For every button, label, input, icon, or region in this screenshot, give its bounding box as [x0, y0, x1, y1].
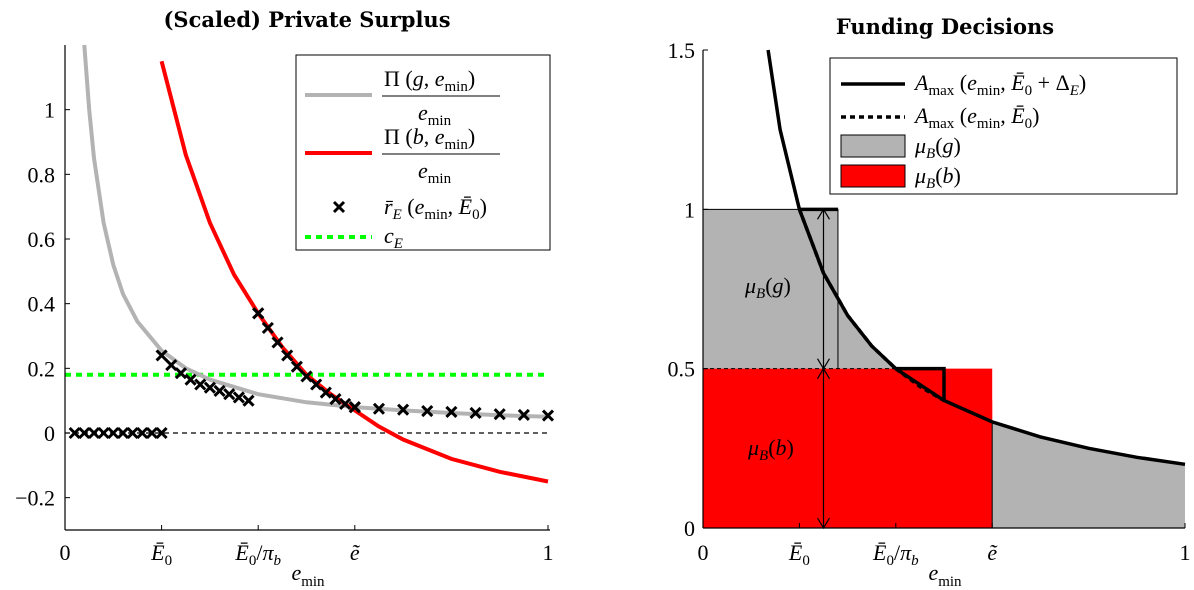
- x-tick-label: 1: [1180, 540, 1191, 565]
- left-chart-title: (Scaled) Private Surplus: [163, 7, 450, 32]
- annotation-mu-b: μB(b): [747, 435, 794, 464]
- r-e-marker: [252, 307, 265, 320]
- r-e-marker: [184, 373, 197, 386]
- r-e-marker: [310, 378, 323, 391]
- x-tick-label: 1: [543, 540, 554, 565]
- y-tick-label: 0.6: [28, 227, 56, 252]
- y-tick-label: 1.5: [668, 38, 696, 63]
- r-e-marker: [223, 388, 236, 401]
- r-e-marker: [155, 426, 168, 440]
- annotation-mu-g: μB(g): [744, 273, 791, 302]
- legend-swatch-red-area: [840, 164, 906, 188]
- x-tick-label: Ē0: [150, 540, 172, 569]
- r-e-marker: [194, 378, 207, 391]
- x-tick-label: 0: [60, 540, 71, 565]
- right-x-axis-label: emin: [928, 560, 962, 590]
- r-e-marker: [445, 405, 458, 419]
- legend-label-mu-b: μB(b): [914, 163, 961, 192]
- left-ticks: −0.2 0 0.2 0.4 0.6 0.8 1 0 Ē0 Ē0/πb ẽ 1: [15, 98, 553, 569]
- r-e-marker: [348, 401, 361, 414]
- series-pi-b-line: [159, 60, 549, 484]
- x-tick-label: ẽ: [350, 540, 361, 565]
- r-e-marker: [397, 403, 410, 416]
- mu-g-area: [992, 421, 1185, 528]
- y-tick-label: 1: [44, 98, 55, 123]
- r-e-marker: [300, 370, 313, 383]
- y-tick-label: 0.4: [28, 292, 56, 317]
- r-e-marker: [78, 426, 91, 440]
- r-e-marker: [155, 349, 168, 362]
- r-e-marker: [493, 408, 506, 421]
- annotation-label-mu-g: μB(g): [744, 273, 791, 302]
- y-tick-label: 0: [44, 421, 55, 446]
- right-chart-title: Funding Decisions: [836, 14, 1054, 39]
- right-legend: Amax (emin, Ē0 + ΔE) Amax (emin, Ē0) μB(…: [829, 57, 1178, 195]
- r-e-marker: [116, 426, 130, 440]
- r-e-marker: [372, 402, 386, 415]
- y-tick-label: 1: [684, 197, 695, 222]
- r-e-marker: [469, 406, 482, 420]
- right-panel: Funding Decisions 0 0.5 1 1.5 0 Ē0 Ē0/πb ẽ 1 emi…: [668, 14, 1191, 590]
- legend-label-mu-g: μB(g): [914, 133, 961, 162]
- legend-label-amax: Amax (emin, Ē0): [913, 103, 1040, 132]
- y-tick-label: 0: [684, 516, 695, 541]
- y-tick-label: 0.5: [668, 357, 696, 382]
- left-panel: (Scaled) Private Surplus −0.2 0 0.2 0.4 0.6 0…: [15, 7, 555, 590]
- mu-g-area: [837, 300, 896, 369]
- r-e-marker: [126, 426, 139, 440]
- legend-label-pi-g: Π (g, emin) emin: [382, 66, 500, 129]
- r-e-marker: [213, 384, 226, 398]
- left-plot-area: [65, 44, 555, 484]
- r-e-marker: [329, 392, 342, 406]
- r-e-marker: [517, 408, 530, 421]
- legend-label-r-e: r̄E (emin, Ē0): [384, 194, 487, 223]
- r-e-marker: [136, 426, 149, 440]
- r-e-marker: [97, 426, 110, 440]
- annotation-label-mu-b: μB(b): [747, 435, 794, 464]
- r-e-marker: [232, 391, 245, 404]
- r-e-marker: [261, 321, 274, 334]
- r-e-marker: [145, 426, 159, 440]
- x-tick-label: ẽ: [987, 540, 998, 565]
- svg-text:Π (g, emin): Π (g, emin): [384, 66, 475, 95]
- x-tick-label: Ē0/πb: [234, 540, 281, 569]
- x-tick-label: 0: [698, 540, 709, 565]
- mu-g-area: [703, 209, 838, 369]
- legend-label-amax-delta: Amax (emin, Ē0 + ΔE): [913, 70, 1086, 99]
- legend-label-c-e: cE: [384, 223, 403, 252]
- y-tick-label: 0.2: [28, 356, 56, 381]
- legend-swatch-gray-area: [840, 134, 906, 158]
- series-amax-line: [797, 208, 945, 403]
- r-e-marker: [290, 360, 303, 373]
- x-tick-label: Ē0: [788, 540, 810, 569]
- r-e-marker: [281, 349, 294, 362]
- step-b-top: [895, 366, 946, 401]
- r-e-marker: [165, 359, 178, 372]
- r-e-marker: [271, 336, 284, 349]
- right-ticks: 0 0.5 1 1.5 0 Ē0 Ē0/πb ẽ 1: [668, 38, 1191, 569]
- left-x-axis-label: emin: [291, 560, 325, 590]
- x-tick-label: Ē0/πb: [872, 540, 919, 569]
- r-e-marker: [339, 397, 352, 410]
- r-e-marker: [68, 426, 81, 440]
- legend-swatch-x-marker: [332, 200, 346, 214]
- r-e-marker: [203, 381, 216, 394]
- left-legend: Π (g, emin) emin Π (b, emin) emin r̄E (e…: [295, 54, 551, 252]
- y-tick-label: −0.2: [15, 486, 55, 511]
- r-e-marker: [174, 367, 187, 380]
- r-e-marker: [87, 426, 101, 440]
- r-e-marker: [242, 394, 255, 407]
- mu-b-area: [703, 368, 993, 528]
- r-e-marker: [421, 404, 434, 418]
- y-tick-label: 0.8: [28, 162, 56, 187]
- r-e-marker: [107, 426, 120, 440]
- r-e-marker: [541, 409, 555, 422]
- r-e-marker: [319, 386, 332, 399]
